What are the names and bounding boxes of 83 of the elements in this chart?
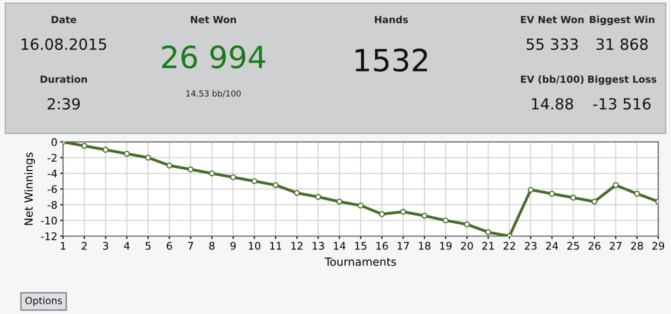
x-tick-label: 23 bbox=[524, 242, 537, 250]
text: 16.08.2015 bbox=[22, 38, 106, 50]
text: 55 333 bbox=[526, 38, 578, 50]
point bbox=[612, 182, 619, 188]
x-tick-label: 8 bbox=[209, 242, 214, 250]
point bbox=[294, 190, 300, 196]
text: -13 516 bbox=[593, 98, 651, 110]
point bbox=[336, 198, 342, 205]
text: Hands bbox=[374, 16, 408, 24]
x-tick-label: 9 bbox=[230, 242, 236, 250]
point bbox=[81, 142, 88, 149]
x-tick-label: 2 bbox=[82, 242, 87, 250]
text: 14.53 bb/100 bbox=[186, 90, 241, 98]
point bbox=[400, 208, 406, 215]
y-tick-label: -12 bbox=[41, 232, 56, 240]
y-tick-label: 0 bbox=[52, 138, 57, 146]
x-tick-label: 1 bbox=[60, 242, 66, 250]
x-axis-title: Tournaments bbox=[324, 258, 396, 266]
x-tick-label: 14 bbox=[334, 242, 346, 250]
text: 26 994 bbox=[162, 45, 266, 69]
point bbox=[124, 150, 130, 157]
point bbox=[464, 221, 470, 228]
point bbox=[634, 190, 640, 197]
point bbox=[591, 198, 598, 205]
text: 14.88 bbox=[532, 98, 574, 110]
text: Options bbox=[25, 296, 62, 306]
y-tick-label: -4 bbox=[48, 170, 57, 178]
x-tick-label: 4 bbox=[124, 242, 130, 250]
x-tick-label: 18 bbox=[418, 242, 430, 250]
point bbox=[548, 190, 555, 197]
x-tick-label: 15 bbox=[355, 242, 366, 250]
point bbox=[208, 170, 215, 176]
x-tick-label: 10 bbox=[248, 242, 260, 250]
x-tick-label: 26 bbox=[588, 242, 600, 250]
x-tick-label: 13 bbox=[312, 242, 324, 250]
x-tick-label: 11 bbox=[270, 242, 282, 250]
y-tick-label: -8 bbox=[48, 200, 57, 209]
text: Net Won bbox=[190, 16, 236, 24]
x-tick-label: 25 bbox=[567, 242, 579, 250]
point bbox=[378, 211, 385, 218]
line-series bbox=[63, 142, 658, 236]
point bbox=[442, 217, 449, 224]
text: Date bbox=[52, 16, 76, 24]
text: Biggest Win bbox=[590, 16, 654, 26]
point bbox=[485, 229, 492, 236]
x-tick-label: 22 bbox=[504, 242, 516, 250]
x-tick-label: 12 bbox=[291, 242, 302, 250]
text: 1532 bbox=[356, 48, 428, 72]
x-tick-label: 21 bbox=[482, 242, 494, 250]
point bbox=[358, 202, 364, 208]
point bbox=[166, 162, 172, 168]
text: 31 868 bbox=[596, 38, 648, 50]
x-tick-label: 6 bbox=[166, 242, 172, 250]
x-tick-label: 17 bbox=[398, 242, 409, 250]
y-tick-label: -10 bbox=[41, 216, 57, 225]
x-tick-label: 24 bbox=[546, 242, 558, 250]
x-tick-label: 7 bbox=[188, 242, 194, 250]
point bbox=[251, 178, 258, 184]
point bbox=[421, 212, 428, 219]
point bbox=[102, 146, 109, 153]
x-tick-label: 5 bbox=[146, 242, 151, 250]
point bbox=[315, 194, 322, 200]
point bbox=[145, 154, 152, 161]
point bbox=[570, 194, 576, 201]
text: Duration bbox=[40, 75, 87, 83]
x-tick-label: 3 bbox=[103, 242, 108, 250]
y-axis-title: Net Winnings bbox=[24, 152, 35, 225]
x-tick-label: 27 bbox=[610, 242, 622, 250]
x-tick-label: 19 bbox=[440, 242, 452, 250]
text: EV Net Won bbox=[520, 16, 584, 24]
point bbox=[230, 174, 236, 180]
text: Biggest Loss bbox=[588, 75, 656, 85]
y-tick-label: -6 bbox=[48, 185, 57, 194]
x-tick-label: 29 bbox=[652, 242, 664, 250]
y-tick-label: -2 bbox=[48, 154, 56, 162]
point bbox=[528, 186, 534, 193]
text: 2:39 bbox=[48, 98, 80, 110]
text: EV (bb/100) bbox=[521, 75, 584, 84]
x-tick-label: 28 bbox=[631, 242, 643, 250]
point bbox=[272, 182, 279, 188]
x-tick-label: 16 bbox=[376, 242, 388, 250]
point bbox=[188, 166, 194, 172]
x-tick-label: 20 bbox=[461, 242, 473, 250]
